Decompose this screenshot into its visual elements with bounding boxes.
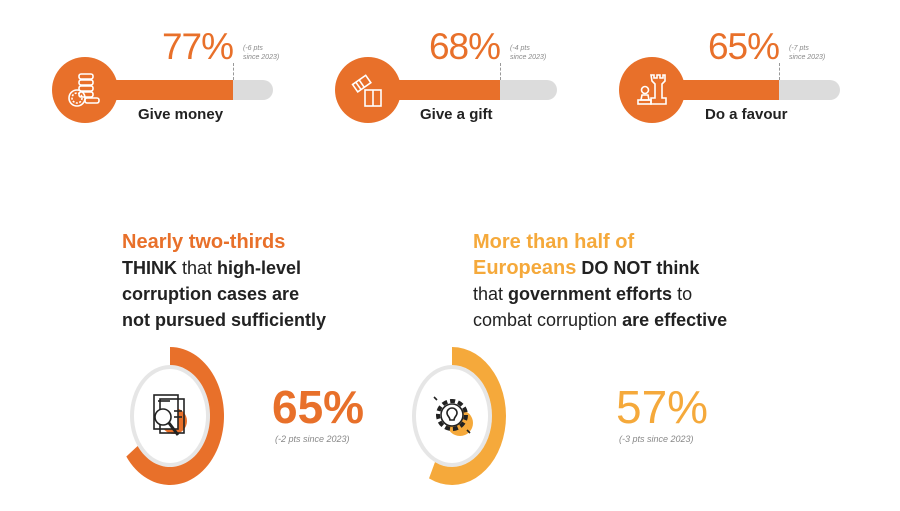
text: not pursued sufficiently	[122, 310, 327, 330]
left-change-note: (-2 pts since 2023)	[275, 434, 350, 444]
right-highlight: Europeans	[473, 257, 577, 279]
bar-marker	[500, 63, 501, 80]
donut-arc	[126, 347, 224, 485]
left-statement: Nearly two-thirds THINK that high-level …	[122, 229, 326, 333]
coins-icon	[52, 57, 118, 123]
bar-label: Give a gift	[420, 106, 493, 123]
bar-change-note: (-6 pts since 2023)	[243, 45, 280, 61]
right-value: 57%	[616, 381, 709, 433]
text: combat corruption	[473, 310, 623, 330]
donut-arc	[429, 347, 507, 486]
gift-icon	[335, 57, 401, 123]
bar-label: Give money	[138, 106, 224, 123]
text: that	[177, 258, 218, 278]
gear-lightbulb-icon	[433, 396, 473, 436]
text: high-level	[217, 258, 302, 278]
bar-value: 68%	[428, 26, 501, 67]
text: government efforts	[508, 284, 673, 304]
bar-marker	[779, 63, 780, 80]
right-statement: More than half of Europeans DO NOT think…	[473, 229, 727, 333]
bar-fill	[368, 80, 500, 100]
text: are effective	[622, 310, 728, 330]
bar-value: 77%	[161, 26, 234, 67]
bar-change-note: (-7 pts since 2023)	[789, 45, 826, 61]
left-value: 65%	[272, 381, 365, 433]
text: that	[473, 284, 509, 304]
bar-change-note: (-4 pts since 2023)	[510, 45, 547, 61]
chess-icon	[619, 57, 685, 123]
text: DO NOT think	[576, 258, 700, 278]
bar-value: 65%	[707, 26, 780, 67]
text: corruption cases are	[122, 284, 300, 304]
right-change-note: (-3 pts since 2023)	[619, 434, 694, 444]
left-highlight: Nearly two-thirds	[122, 231, 286, 253]
text: to	[672, 284, 693, 304]
bar-marker	[233, 63, 234, 80]
bar-fill	[85, 80, 233, 100]
text: THINK	[122, 258, 177, 278]
document-search-icon	[153, 394, 187, 436]
right-highlight: More than half of	[473, 231, 635, 253]
bar-label: Do a favour	[705, 106, 788, 123]
